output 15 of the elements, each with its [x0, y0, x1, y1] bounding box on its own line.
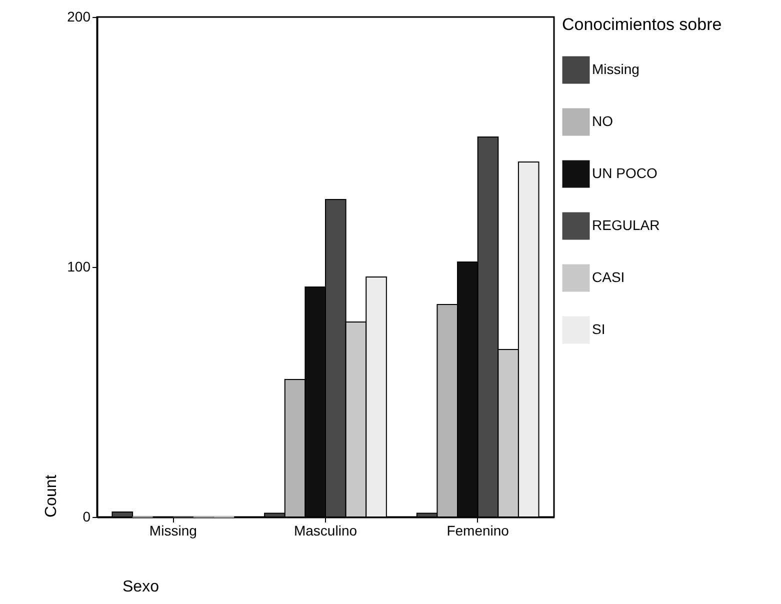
- x-axis-title: Sexo: [122, 578, 160, 596]
- y-tick-label: 200: [67, 8, 91, 24]
- legend-label: NO: [592, 113, 614, 129]
- legend-label: REGULAR: [592, 217, 660, 233]
- y-axis-title: Count: [43, 474, 60, 518]
- x-tick-label: Missing: [149, 522, 197, 538]
- x-tick-label: Masculino: [294, 522, 358, 538]
- legend-label: UN POCO: [592, 165, 658, 181]
- legend-title: Conocimientos sobre: [562, 15, 722, 34]
- x-tick-label: Femenino: [446, 522, 510, 538]
- legend-label: CASI: [592, 269, 625, 285]
- legend-label: SI: [592, 321, 606, 337]
- legend-label: Missing: [592, 61, 640, 77]
- y-tick-label: 100: [67, 258, 91, 274]
- y-tick-label: 0: [82, 508, 91, 524]
